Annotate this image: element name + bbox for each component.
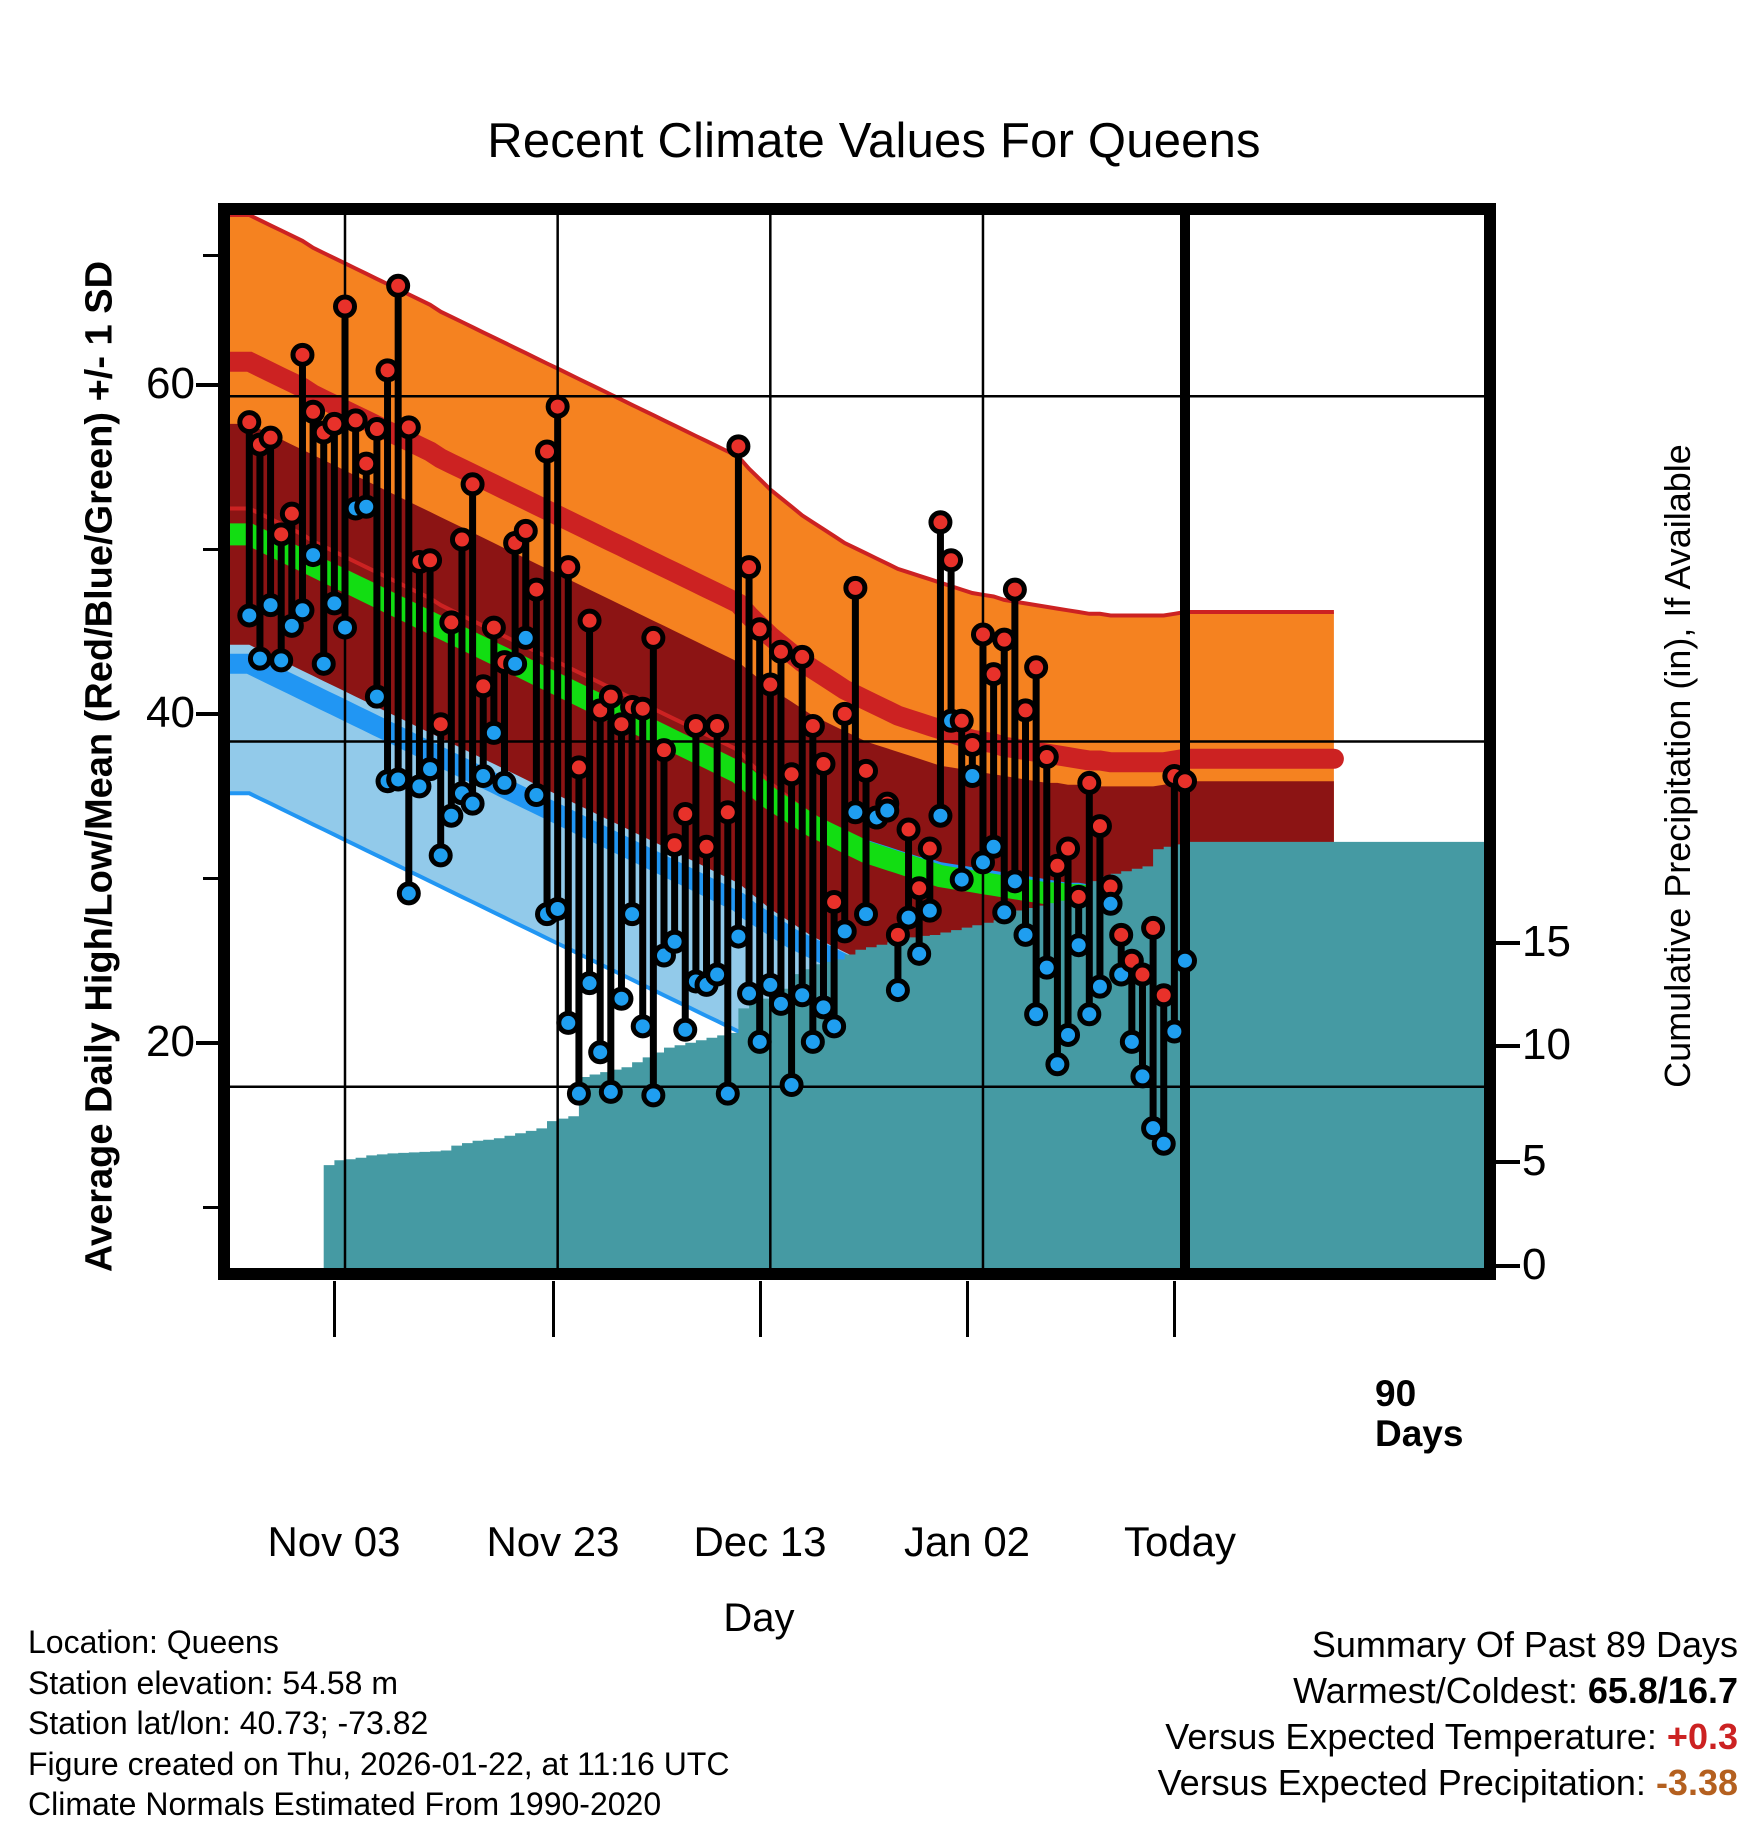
plot-area — [218, 203, 1496, 1280]
y-tick-left-60: 60 — [146, 359, 195, 408]
summary-vs-temperature-label: Versus Expected Temperature: — [1165, 1716, 1657, 1757]
tick-right-major-10 — [1496, 1044, 1520, 1048]
summary-vs-temperature: Versus Expected Temperature: +0.3 — [1158, 1714, 1738, 1760]
footer-line-created: Figure created on Thu, 2026-01-22, at 11… — [28, 1745, 730, 1782]
y-tick-left-20: 20 — [146, 1017, 195, 1066]
tick-bottom-jan-02 — [966, 1281, 969, 1337]
x-tick-dec-13: Dec 13 — [693, 1518, 827, 1565]
y-tick-right-15: 15 — [1522, 917, 1571, 966]
summary-vs-precipitation: Versus Expected Precipitation: -3.38 — [1158, 1760, 1738, 1806]
tick-bottom-dec-13 — [759, 1281, 762, 1337]
tick-right-major-15 — [1496, 941, 1520, 945]
tick-bottom-today — [1173, 1281, 1176, 1337]
y-tick-right-0: 0 — [1522, 1240, 1547, 1289]
tick-left-major-20 — [196, 1041, 218, 1045]
x-tick-nov-03: Nov 03 — [267, 1518, 401, 1565]
footer-line-location: Location: Queens — [28, 1624, 279, 1660]
tick-bottom-nov-23 — [552, 1281, 555, 1337]
climate-chart-svg — [230, 215, 1484, 1268]
tick-left-minor-50 — [203, 548, 218, 551]
tick-right-major-0 — [1496, 1264, 1520, 1268]
tick-left-major-60 — [196, 383, 218, 387]
days-window-annotation: 90 Days — [1375, 1373, 1464, 1454]
footer-metadata: Location: Queens Station elevation: 54.5… — [28, 1622, 729, 1825]
summary-heading: Summary Of Past 89 Days — [1311, 1624, 1738, 1665]
summary-panel: Summary Of Past 89 Days Warmest/Coldest:… — [1158, 1622, 1738, 1806]
tick-bottom-nov-03 — [333, 1281, 336, 1337]
chart-title: Recent Climate Values For Queens — [487, 114, 1261, 168]
footer-line-normals: Climate Normals Estimated From 1990-2020 — [28, 1786, 662, 1822]
tick-right-major-5 — [1496, 1160, 1520, 1164]
summary-warmest-coldest-label: Warmest/Coldest: — [1293, 1670, 1578, 1711]
footer-line-elevation: Station elevation: 54.58 m — [28, 1664, 399, 1701]
tick-left-minor-10 — [203, 1206, 218, 1209]
tick-left-major-40 — [196, 712, 218, 716]
summary-vs-precipitation-value: -3.38 — [1655, 1762, 1738, 1803]
footer-line-latlon: Station lat/lon: 40.73; -73.82 — [28, 1705, 429, 1741]
x-tick-jan-02: Jan 02 — [903, 1518, 1031, 1565]
plot-inner — [230, 215, 1484, 1268]
summary-warmest-coldest: Warmest/Coldest: 65.8/16.7 — [1158, 1668, 1738, 1714]
summary-vs-temperature-value: +0.3 — [1666, 1716, 1738, 1757]
tick-left-minor-30 — [203, 877, 218, 880]
x-tick-nov-23: Nov 23 — [486, 1518, 620, 1565]
tick-left-minor-70 — [203, 254, 218, 257]
y-tick-right-10: 10 — [1522, 1020, 1571, 1069]
x-tick-today: Today — [1123, 1518, 1237, 1565]
x-axis-title: Day — [723, 1596, 795, 1640]
y-tick-left-40: 40 — [146, 688, 195, 737]
summary-warmest-coldest-value: 65.8/16.7 — [1587, 1670, 1738, 1711]
summary-vs-precipitation-label: Versus Expected Precipitation: — [1157, 1762, 1646, 1803]
y-tick-right-5: 5 — [1522, 1136, 1547, 1185]
y-axis-right-title: Cumulative Precipitation (in), If Availa… — [1657, 444, 1698, 1088]
